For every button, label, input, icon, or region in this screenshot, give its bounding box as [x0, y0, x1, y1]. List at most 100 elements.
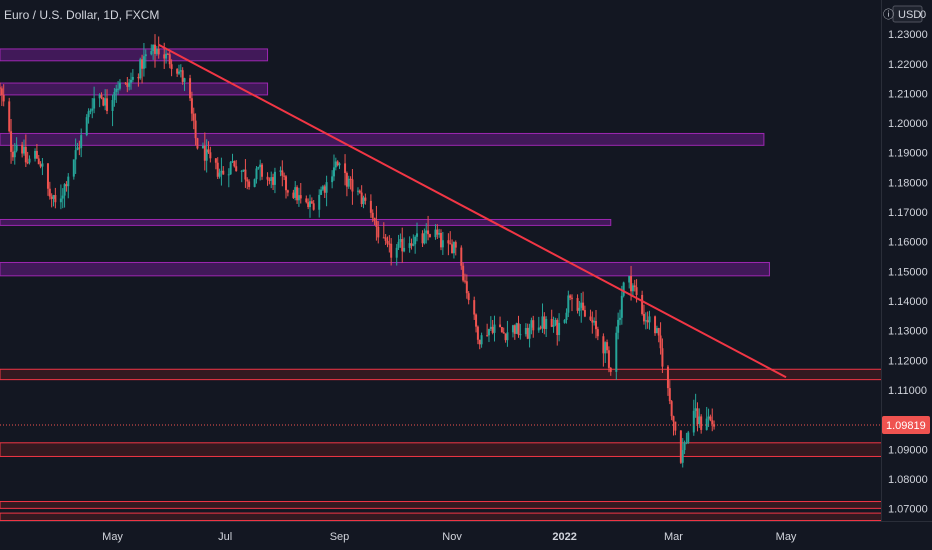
- candle-body: [61, 195, 64, 199]
- candle-body: [440, 232, 442, 248]
- resistance-zone[interactable]: [0, 132, 765, 146]
- candle-body: [100, 94, 103, 98]
- candle-body: [642, 313, 645, 322]
- candle-body: [246, 179, 249, 182]
- candle-body: [657, 328, 660, 336]
- candle-body: [467, 293, 470, 301]
- candle-body: [607, 350, 610, 368]
- candle-body: [104, 98, 107, 106]
- candle-body: [679, 430, 682, 463]
- candle-body: [364, 197, 367, 201]
- candle-body: [451, 244, 454, 254]
- resistance-zone[interactable]: [0, 218, 612, 226]
- support-zone[interactable]: [0, 368, 883, 381]
- candle-body: [165, 53, 168, 59]
- candle-body: [203, 145, 206, 161]
- candle-body: [37, 158, 40, 165]
- candle-body: [10, 131, 13, 152]
- candle-body: [229, 162, 232, 175]
- info-icon[interactable]: ⓘ: [883, 8, 894, 21]
- candle-body: [524, 328, 527, 335]
- symbol-title[interactable]: Euro / U.S. Dollar, 1D, FXCM: [4, 8, 159, 22]
- candle-body: [131, 76, 134, 80]
- candle-body: [593, 320, 596, 323]
- candle-body: [486, 335, 489, 337]
- candle-body: [166, 53, 169, 55]
- candle-body: [272, 177, 275, 185]
- candle-body: [386, 240, 389, 244]
- candle-body: [93, 98, 96, 109]
- candle-body: [117, 88, 120, 90]
- candle-body: [157, 49, 160, 55]
- resistance-zone[interactable]: [0, 48, 269, 62]
- candle-body: [242, 169, 245, 171]
- candle-body: [358, 190, 361, 193]
- candle-body: [332, 167, 335, 177]
- candle-body: [292, 192, 295, 198]
- candle-body: [360, 192, 363, 205]
- candle-body: [499, 324, 502, 328]
- candle-body: [142, 56, 145, 69]
- candle-body: [214, 158, 217, 163]
- candle-body: [672, 416, 675, 422]
- candle-body: [220, 170, 223, 173]
- currency-selector[interactable]: [892, 5, 923, 23]
- candle-body: [633, 285, 636, 288]
- candle-body: [144, 54, 147, 57]
- candle-body: [537, 327, 540, 331]
- candle-body: [700, 416, 703, 430]
- candle-body: [434, 229, 437, 238]
- candle-body: [583, 310, 586, 317]
- candle-body: [310, 201, 313, 204]
- candle-body: [532, 320, 535, 331]
- candle-body: [661, 348, 664, 367]
- candle-body: [683, 443, 686, 451]
- candle-body: [571, 297, 574, 299]
- candle-body: [668, 388, 671, 402]
- support-zone[interactable]: [0, 512, 883, 522]
- candle-body: [414, 236, 417, 245]
- price-axis-panel[interactable]: [882, 0, 932, 522]
- candle-body: [388, 243, 391, 245]
- candle-body: [620, 295, 623, 318]
- candle-body: [356, 190, 359, 192]
- trendline[interactable]: [158, 43, 787, 379]
- trendline-layer[interactable]: [158, 43, 787, 379]
- resistance-zone[interactable]: [0, 261, 770, 277]
- candle-body: [596, 329, 599, 337]
- candle-body: [235, 166, 238, 172]
- candle-body: [519, 334, 522, 336]
- candle-body: [52, 195, 55, 199]
- candle-body: [460, 247, 463, 266]
- candle-body: [545, 318, 548, 329]
- candle-body: [594, 320, 597, 330]
- resistance-zone[interactable]: [0, 82, 269, 96]
- candle-body: [644, 320, 647, 322]
- candle-body: [615, 332, 618, 372]
- candle-body: [478, 339, 481, 345]
- candle-body: [618, 317, 621, 320]
- candle-body: [207, 149, 210, 153]
- candle-body: [493, 324, 496, 333]
- price-axis[interactable]: 1.070001.080001.090001.100001.110001.120…: [888, 29, 928, 516]
- support-zone[interactable]: [0, 501, 883, 509]
- candle-body: [410, 243, 413, 246]
- currency-label[interactable]: USD: [898, 9, 921, 21]
- price-tick-label: 1.16000: [888, 237, 928, 249]
- last-price-badge: [882, 416, 930, 435]
- candle-body: [362, 197, 365, 205]
- candle-body: [270, 177, 273, 181]
- candle-body: [384, 237, 387, 241]
- time-axis[interactable]: May Jul Sep Nov 2022 Mar May: [102, 531, 797, 543]
- candle-body: [8, 101, 11, 132]
- candle-body: [351, 179, 354, 192]
- candle-body: [54, 195, 57, 203]
- candle-body: [176, 69, 179, 74]
- candle-body: [283, 175, 286, 177]
- candle-body: [403, 247, 406, 252]
- candle-body: [447, 240, 450, 244]
- candle-body: [696, 408, 699, 425]
- support-zone[interactable]: [0, 442, 883, 457]
- candle-body: [21, 144, 24, 154]
